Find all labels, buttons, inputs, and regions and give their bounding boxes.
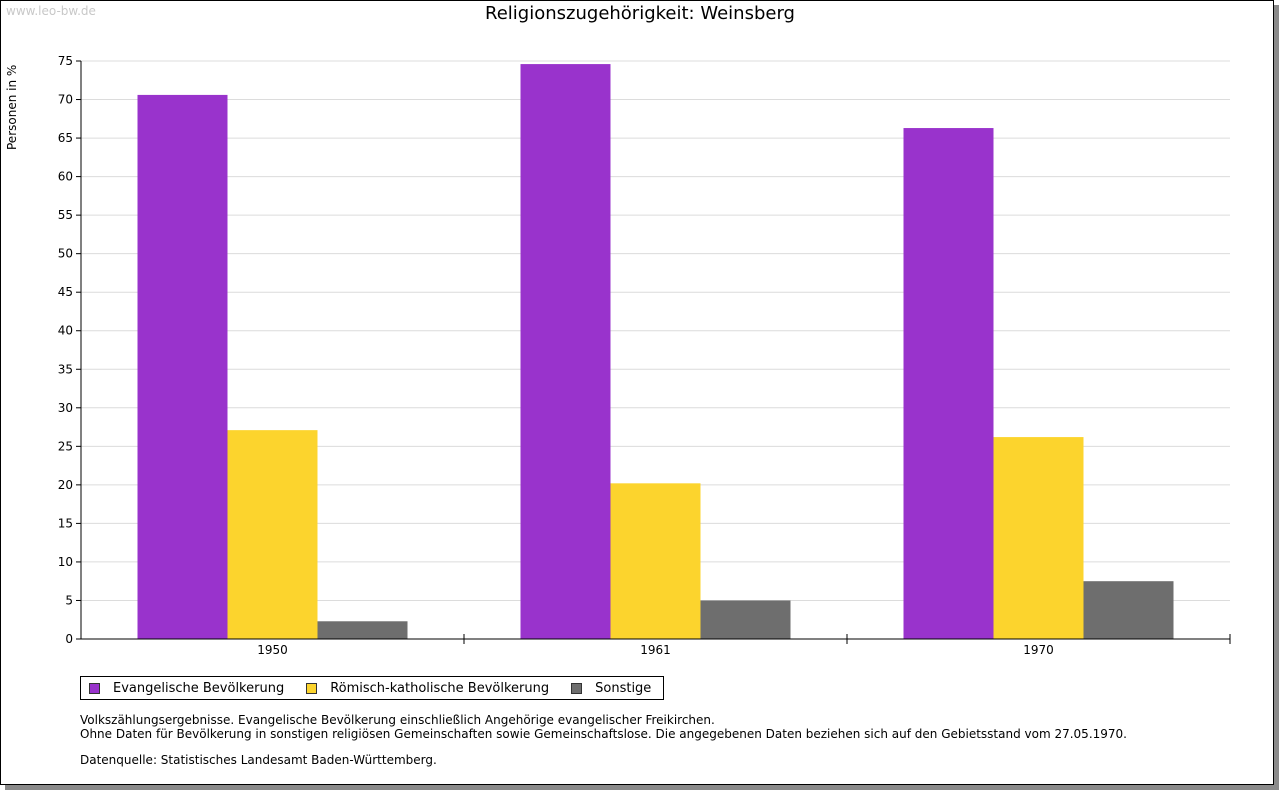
bar [227,430,318,639]
y-tick-label: 10 [58,555,73,569]
y-tick-label: 45 [58,285,73,299]
watermark: www.leo-bw.de [6,4,96,18]
legend: Evangelische Bevölkerung Römisch-katholi… [80,676,665,700]
y-tick-label: 30 [58,401,73,415]
legend-item-sonstige: Sonstige [571,681,651,696]
chart-title: Religionszugehörigkeit: Weinsberg [485,3,795,24]
legend-item-evangelisch: Evangelische Bevölkerung [89,681,284,696]
legend-item-katholisch: Römisch-katholische Bevölkerung [306,681,549,696]
legend-swatch [571,682,583,694]
y-tick-label: 0 [65,632,73,646]
note-line: Ohne Daten für Bevölkerung in sonstigen … [80,727,1127,741]
bar [700,600,791,639]
y-tick-label: 55 [58,208,73,222]
legend-label: Sonstige [595,680,652,696]
bar [1083,581,1174,639]
note-line: Volkszählungsergebnisse. Evangelische Be… [80,713,715,727]
x-tick-label: 1970 [1023,643,1054,657]
y-tick-label: 20 [58,478,73,492]
y-tick-label: 75 [58,54,73,68]
legend-swatch [306,682,318,694]
bar [903,128,994,639]
y-tick-label: 50 [58,247,73,261]
x-tick-label: 1961 [640,643,671,657]
y-tick-label: 25 [58,439,73,453]
bar [520,64,611,640]
legend-swatch [89,682,100,694]
bar [317,621,408,639]
bar [610,483,701,639]
y-tick-label: 65 [58,131,73,145]
bar [137,94,228,640]
y-tick-label: 35 [58,362,73,376]
y-tick-label: 5 [65,593,73,607]
chart-notes: Volkszählungsergebnisse. Evangelische Be… [80,713,1127,767]
y-tick-label: 60 [58,170,73,184]
legend-label: Evangelische Bevölkerung [113,680,285,696]
y-tick-label: 40 [58,324,73,338]
bar [993,437,1084,639]
y-tick-label: 70 [58,93,73,107]
x-tick-label: 1950 [257,643,288,657]
legend-label: Römisch-katholische Bevölkerung [330,680,550,696]
bar-chart: 0 5 10 15 20 25 30 35 40 45 50 55 60 65 70 75 1950 1961 19… [58,54,1231,657]
data-source: Datenquelle: Statistisches Landesamt Bad… [80,753,437,767]
y-tick-label: 15 [58,516,73,530]
